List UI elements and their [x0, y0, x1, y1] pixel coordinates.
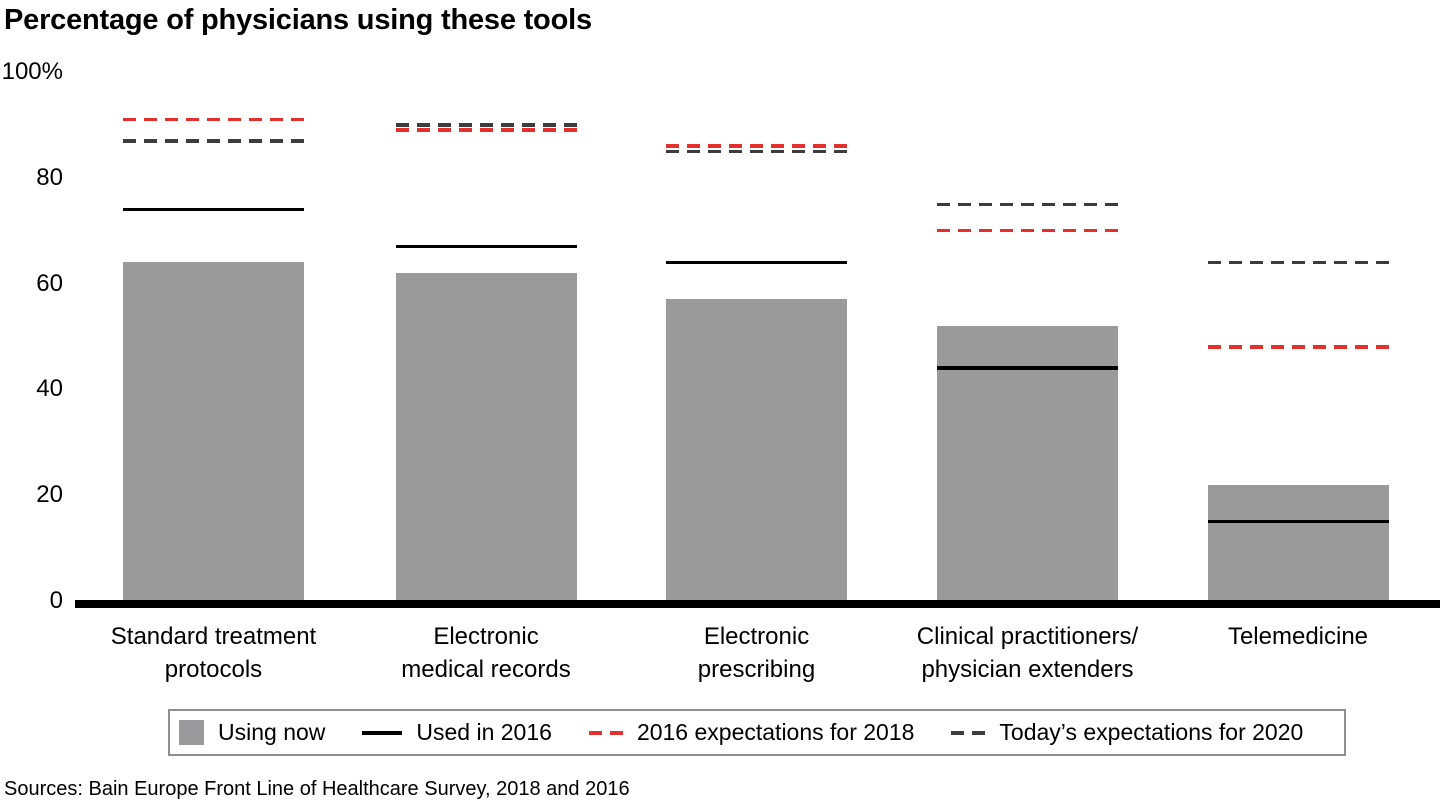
bar-clinical-practitioners-physician-extenders	[937, 325, 1118, 601]
y-tick-80: 80	[36, 163, 63, 191]
y-tick-0: 0	[49, 587, 63, 614]
legend-label: Today’s expectations for 2020	[999, 719, 1304, 745]
sources-note: Sources: Bain Europe Front Line of Healt…	[4, 778, 630, 800]
y-tick-40: 40	[36, 375, 63, 403]
line-used-in-2016-telemedicine	[1207, 519, 1389, 524]
chart-title: Percentage of physicians using these too…	[4, 4, 592, 36]
line-2016-expectations-for-2018-standard-treatment-protocols	[123, 117, 304, 122]
line-used-in-2016-electronic-medical-records	[395, 244, 577, 249]
legend-item-using-now: Using now	[179, 719, 325, 746]
legend-dashed-line-swatch	[951, 730, 986, 735]
legend-item-2016-expectations-for-2018: 2016 expectations for 2018	[588, 719, 915, 746]
legend-solid-line-swatch	[362, 730, 403, 735]
legend-item-used-in-2016: Used in 2016	[362, 719, 552, 746]
category-label-electronic-prescribing: Electronic prescribing	[697, 623, 816, 683]
line-used-in-2016-clinical-practitioners-physician-extenders	[937, 366, 1118, 370]
y-tick-60: 60	[36, 269, 63, 297]
y-tick-100pct: 100%	[1, 58, 63, 85]
bar-standard-treatment-protocols	[123, 262, 304, 601]
bar-telemedicine	[1207, 484, 1389, 601]
line-today-s-expectations-for-2020-telemedicine	[1207, 260, 1389, 265]
category-label-clinical-practitioners-physician-extenders: Clinical practitioners/physician extende…	[916, 623, 1139, 683]
y-tick-20: 20	[36, 481, 63, 509]
category-label-telemedicine: Telemedicine	[1227, 623, 1369, 650]
line-2016-expectations-for-2018-telemedicine	[1207, 345, 1389, 349]
legend-square-swatch	[179, 720, 204, 745]
line-today-s-expectations-for-2020-electronic-medical-records	[395, 123, 577, 127]
line-2016-expectations-for-2018-electronic-prescribing	[666, 144, 847, 148]
category-label-electronic-medical-records: Electronic medical records	[401, 623, 571, 683]
legend: Using now Used in 2016 2016 expectations f…	[168, 709, 1346, 756]
legend-label: Using now	[218, 719, 326, 745]
x-axis-line	[75, 600, 1440, 608]
line-today-s-expectations-for-2020-standard-treatment-protocols	[123, 139, 304, 143]
bar-electronic-prescribing	[666, 299, 847, 601]
line-used-in-2016-standard-treatment-protocols	[123, 207, 304, 212]
bar-electronic-medical-records	[395, 273, 577, 601]
legend-dashed-line-swatch	[588, 730, 623, 735]
line-2016-expectations-for-2018-electronic-medical-records	[395, 128, 577, 132]
category-label-standard-treatment-protocols: Standard treatment protocols	[110, 623, 317, 683]
line-today-s-expectations-for-2020-clinical-practitioners-physician-extenders	[937, 202, 1118, 206]
line-used-in-2016-electronic-prescribing	[666, 260, 847, 265]
legend-item-today-s-expectations-for-2020: Today’s expectations for 2020	[951, 719, 1303, 746]
legend-label: 2016 expectations for 2018	[636, 719, 915, 745]
line-today-s-expectations-for-2020-electronic-prescribing	[666, 149, 847, 154]
line-2016-expectations-for-2018-clinical-practitioners-physician-extenders	[937, 228, 1118, 233]
legend-label: Used in 2016	[416, 719, 552, 745]
